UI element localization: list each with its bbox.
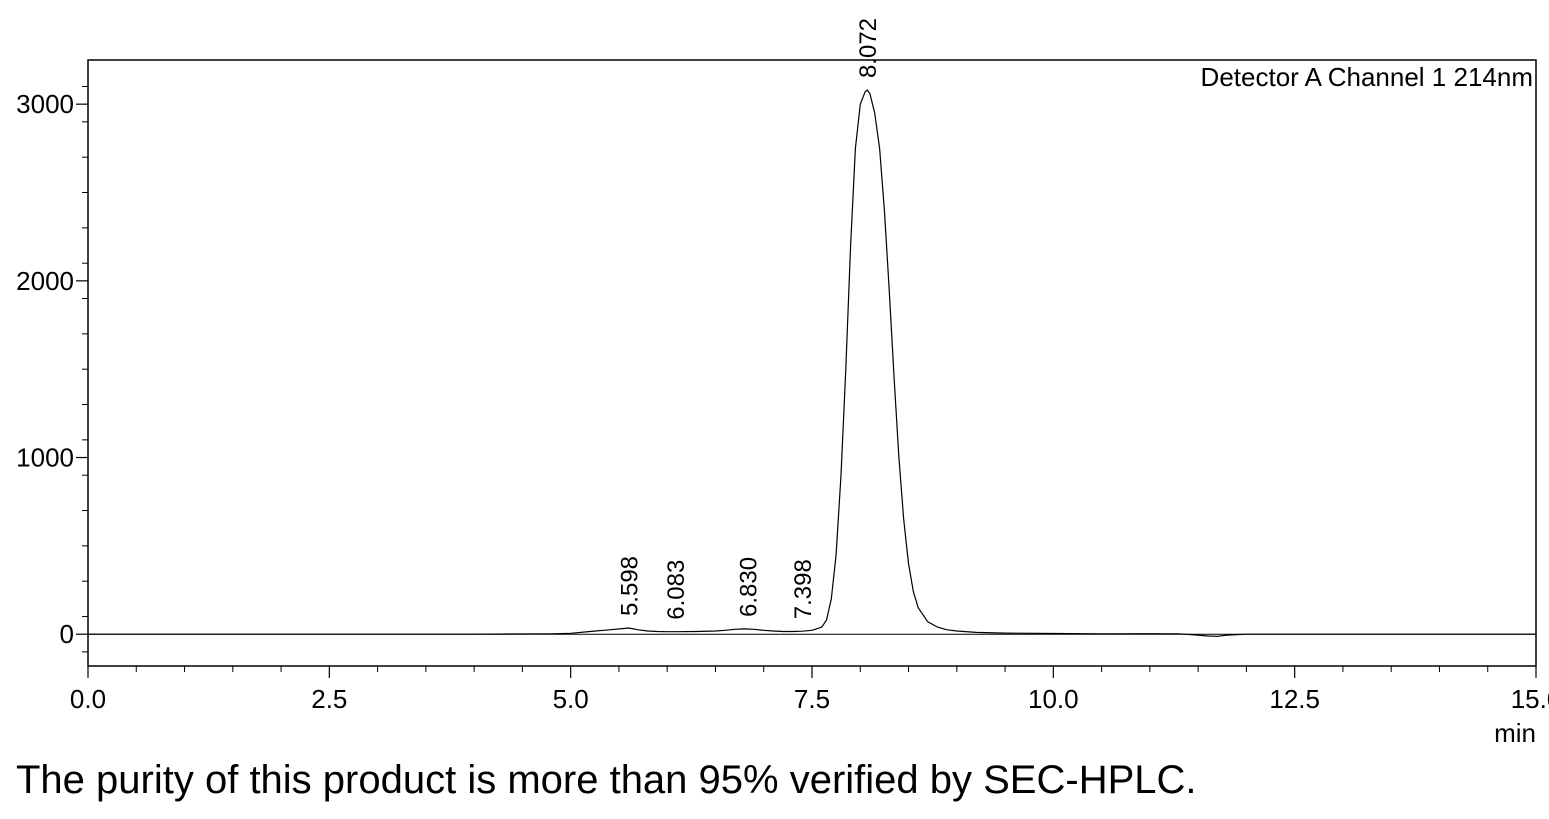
x-tick-label: 0.0 — [70, 684, 106, 714]
peak-label: 6.830 — [735, 557, 762, 617]
x-tick-label: 2.5 — [311, 684, 347, 714]
caption: The purity of this product is more than … — [16, 758, 1197, 802]
x-tick-label: 15.0 — [1511, 684, 1549, 714]
peak-label: 5.598 — [616, 556, 643, 616]
x-tick-label: 12.5 — [1269, 684, 1320, 714]
x-tick-label: 5.0 — [553, 684, 589, 714]
y-tick-label: 0 — [60, 619, 74, 649]
y-tick-label: 1000 — [16, 443, 74, 473]
peak-labels: 5.598 6.083 6.830 7.398 8.072 — [616, 18, 882, 620]
x-tick-label: 10.0 — [1028, 684, 1079, 714]
x-axis: 0.0 2.5 5.0 7.5 10.0 12.5 15.0 — [70, 666, 1549, 714]
y-tick-label: 2000 — [16, 266, 74, 296]
x-tick-label: 7.5 — [794, 684, 830, 714]
peak-label: 8.072 — [855, 18, 882, 78]
chromatogram-chart: 0 1000 2000 3000 0.0 2.5 5.0 7.5 10.0 12.5 15.0 5… — [16, 18, 1549, 748]
chromatogram-trace — [88, 89, 1536, 637]
peak-label: 7.398 — [790, 559, 817, 619]
y-tick-label: 3000 — [16, 89, 74, 119]
legend-label: Detector A Channel 1 214nm — [1201, 62, 1533, 92]
y-axis: 0 1000 2000 3000 — [16, 86, 88, 653]
x-axis-label: min — [1494, 718, 1536, 748]
peak-label: 6.083 — [663, 560, 690, 620]
